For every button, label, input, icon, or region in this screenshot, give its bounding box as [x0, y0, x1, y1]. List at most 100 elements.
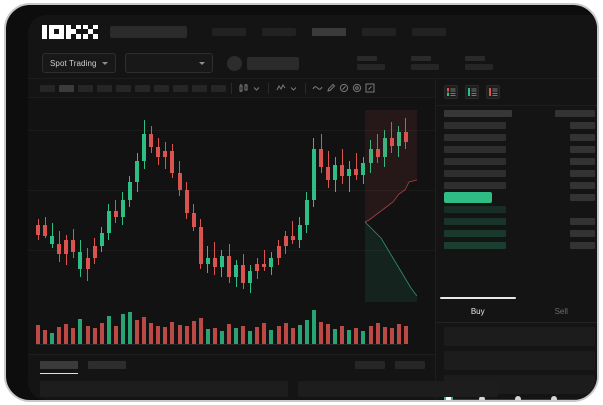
volume-bar: [184, 326, 189, 344]
tab-sell[interactable]: Sell: [554, 307, 568, 316]
orderbook-ask-row[interactable]: [444, 143, 595, 155]
orderbook-ask-row[interactable]: [444, 167, 595, 179]
chevron-down-icon[interactable]: [287, 82, 300, 95]
volume-bar: [113, 326, 118, 344]
orders-tab-label: [88, 361, 126, 369]
chevron-down-icon[interactable]: [250, 82, 263, 95]
volume-bar: [57, 327, 62, 344]
price-field[interactable]: [444, 327, 595, 346]
nav-item-4[interactable]: [412, 27, 446, 36]
market-type-dropdown[interactable]: Spot Trading: [42, 53, 116, 73]
orderbook-bid-row[interactable]: [444, 215, 595, 227]
orderbook-rows[interactable]: [436, 107, 597, 297]
orders-tab-0[interactable]: [40, 361, 78, 374]
ticker-stat-value: [464, 64, 493, 70]
logo-bar-icon: [42, 24, 47, 39]
volume-axis: [36, 344, 403, 345]
bid-price: [444, 205, 506, 213]
timeframe-button-6[interactable]: [154, 84, 169, 92]
bid-price: [444, 229, 506, 237]
chart-gridline: [28, 130, 435, 131]
orderbook-bid-row[interactable]: [444, 203, 595, 215]
timeframe-button-2[interactable]: [78, 84, 93, 92]
orders-action-1[interactable]: [395, 361, 425, 369]
nav-item-0[interactable]: [212, 27, 246, 36]
volume-bar: [43, 329, 48, 344]
orderbook-ask-row[interactable]: [444, 119, 595, 131]
tab-buy[interactable]: Buy: [436, 297, 520, 322]
volume-bar: [262, 322, 267, 344]
nav-item-1[interactable]: [262, 27, 296, 36]
volume-bar: [106, 315, 111, 344]
amount-field[interactable]: [444, 351, 595, 370]
orders-panel-0[interactable]: [40, 381, 288, 397]
timeframe-button-0[interactable]: [40, 84, 55, 92]
ask-size: [570, 181, 595, 189]
ask-price: [444, 133, 506, 141]
fullscreen-icon[interactable]: [363, 82, 376, 95]
volume-bar: [333, 329, 338, 344]
coin-avatar: [226, 55, 242, 71]
timeframe-button-3[interactable]: [97, 84, 112, 92]
chart-gridline: [28, 190, 435, 191]
candlestick-type-icon[interactable]: [237, 82, 250, 95]
orders-panel-1[interactable]: [298, 381, 498, 397]
orderbook-ask-row[interactable]: [444, 131, 595, 143]
orderbook-bid-row[interactable]: [444, 239, 595, 251]
timeframe-button-8[interactable]: [192, 84, 207, 92]
timeframe-button-4[interactable]: [116, 84, 131, 92]
orderbook-ask-row[interactable]: [444, 179, 595, 191]
slider-stop-25[interactable]: [479, 396, 485, 400]
slider-stop-75[interactable]: [551, 396, 557, 400]
timeframe-button-7[interactable]: [173, 84, 188, 92]
timeframe-button-9[interactable]: [211, 84, 226, 92]
last-price-row: [444, 191, 595, 203]
logo-x-icon: [83, 24, 98, 39]
ask-price: [444, 157, 506, 165]
magnet-icon[interactable]: [337, 82, 350, 95]
line-style-icon[interactable]: [311, 82, 324, 95]
volume-bar: [403, 326, 408, 344]
price-chart[interactable]: [28, 98, 435, 354]
pencil-icon[interactable]: [324, 82, 337, 95]
orderbook-ask-row[interactable]: [444, 155, 595, 167]
orderbook-mode-both[interactable]: [444, 85, 458, 99]
last-size: [570, 193, 595, 201]
volume-bar: [319, 321, 324, 344]
ticker-stats: [356, 56, 493, 70]
timeframe-button-5[interactable]: [135, 84, 150, 92]
orders-tab-label: [40, 361, 78, 369]
volume-bar: [120, 313, 125, 344]
depth-overlay: [363, 110, 417, 302]
volume-bar: [191, 321, 196, 344]
chevron-down-icon: [198, 61, 205, 65]
nav-item-3[interactable]: [362, 27, 396, 36]
volume-bar: [290, 327, 295, 344]
nav-item-2[interactable]: [312, 27, 346, 36]
orderbook-mode-asks[interactable]: [486, 85, 500, 99]
orderbook-mode-bids[interactable]: [465, 85, 479, 99]
orderbook-bid-row[interactable]: [444, 227, 595, 239]
volume-bar: [304, 319, 309, 344]
last-price: [444, 191, 492, 203]
ticker-stat-label: [410, 56, 431, 61]
ticker-stat-value: [410, 64, 439, 70]
volume-bar: [382, 327, 387, 344]
timeframe-button-1[interactable]: [59, 84, 74, 92]
toolbar-divider: [305, 82, 306, 94]
trading-pair-dropdown[interactable]: [124, 53, 213, 73]
top-navigation-bar: [28, 15, 597, 48]
okx-logo[interactable]: [42, 24, 98, 39]
logo-k-icon: [66, 24, 81, 39]
slider-stop-50[interactable]: [515, 396, 521, 400]
orders-tab-1[interactable]: [88, 361, 126, 369]
depth-chart-svg: [364, 110, 417, 302]
volume-bar: [389, 328, 394, 344]
indicators-icon[interactable]: [274, 82, 287, 95]
slider-stop-100[interactable]: [587, 396, 593, 400]
settings-icon[interactable]: [350, 82, 363, 95]
search-input[interactable]: [110, 25, 187, 38]
volume-bar: [241, 325, 246, 344]
orders-action-0[interactable]: [355, 361, 385, 369]
